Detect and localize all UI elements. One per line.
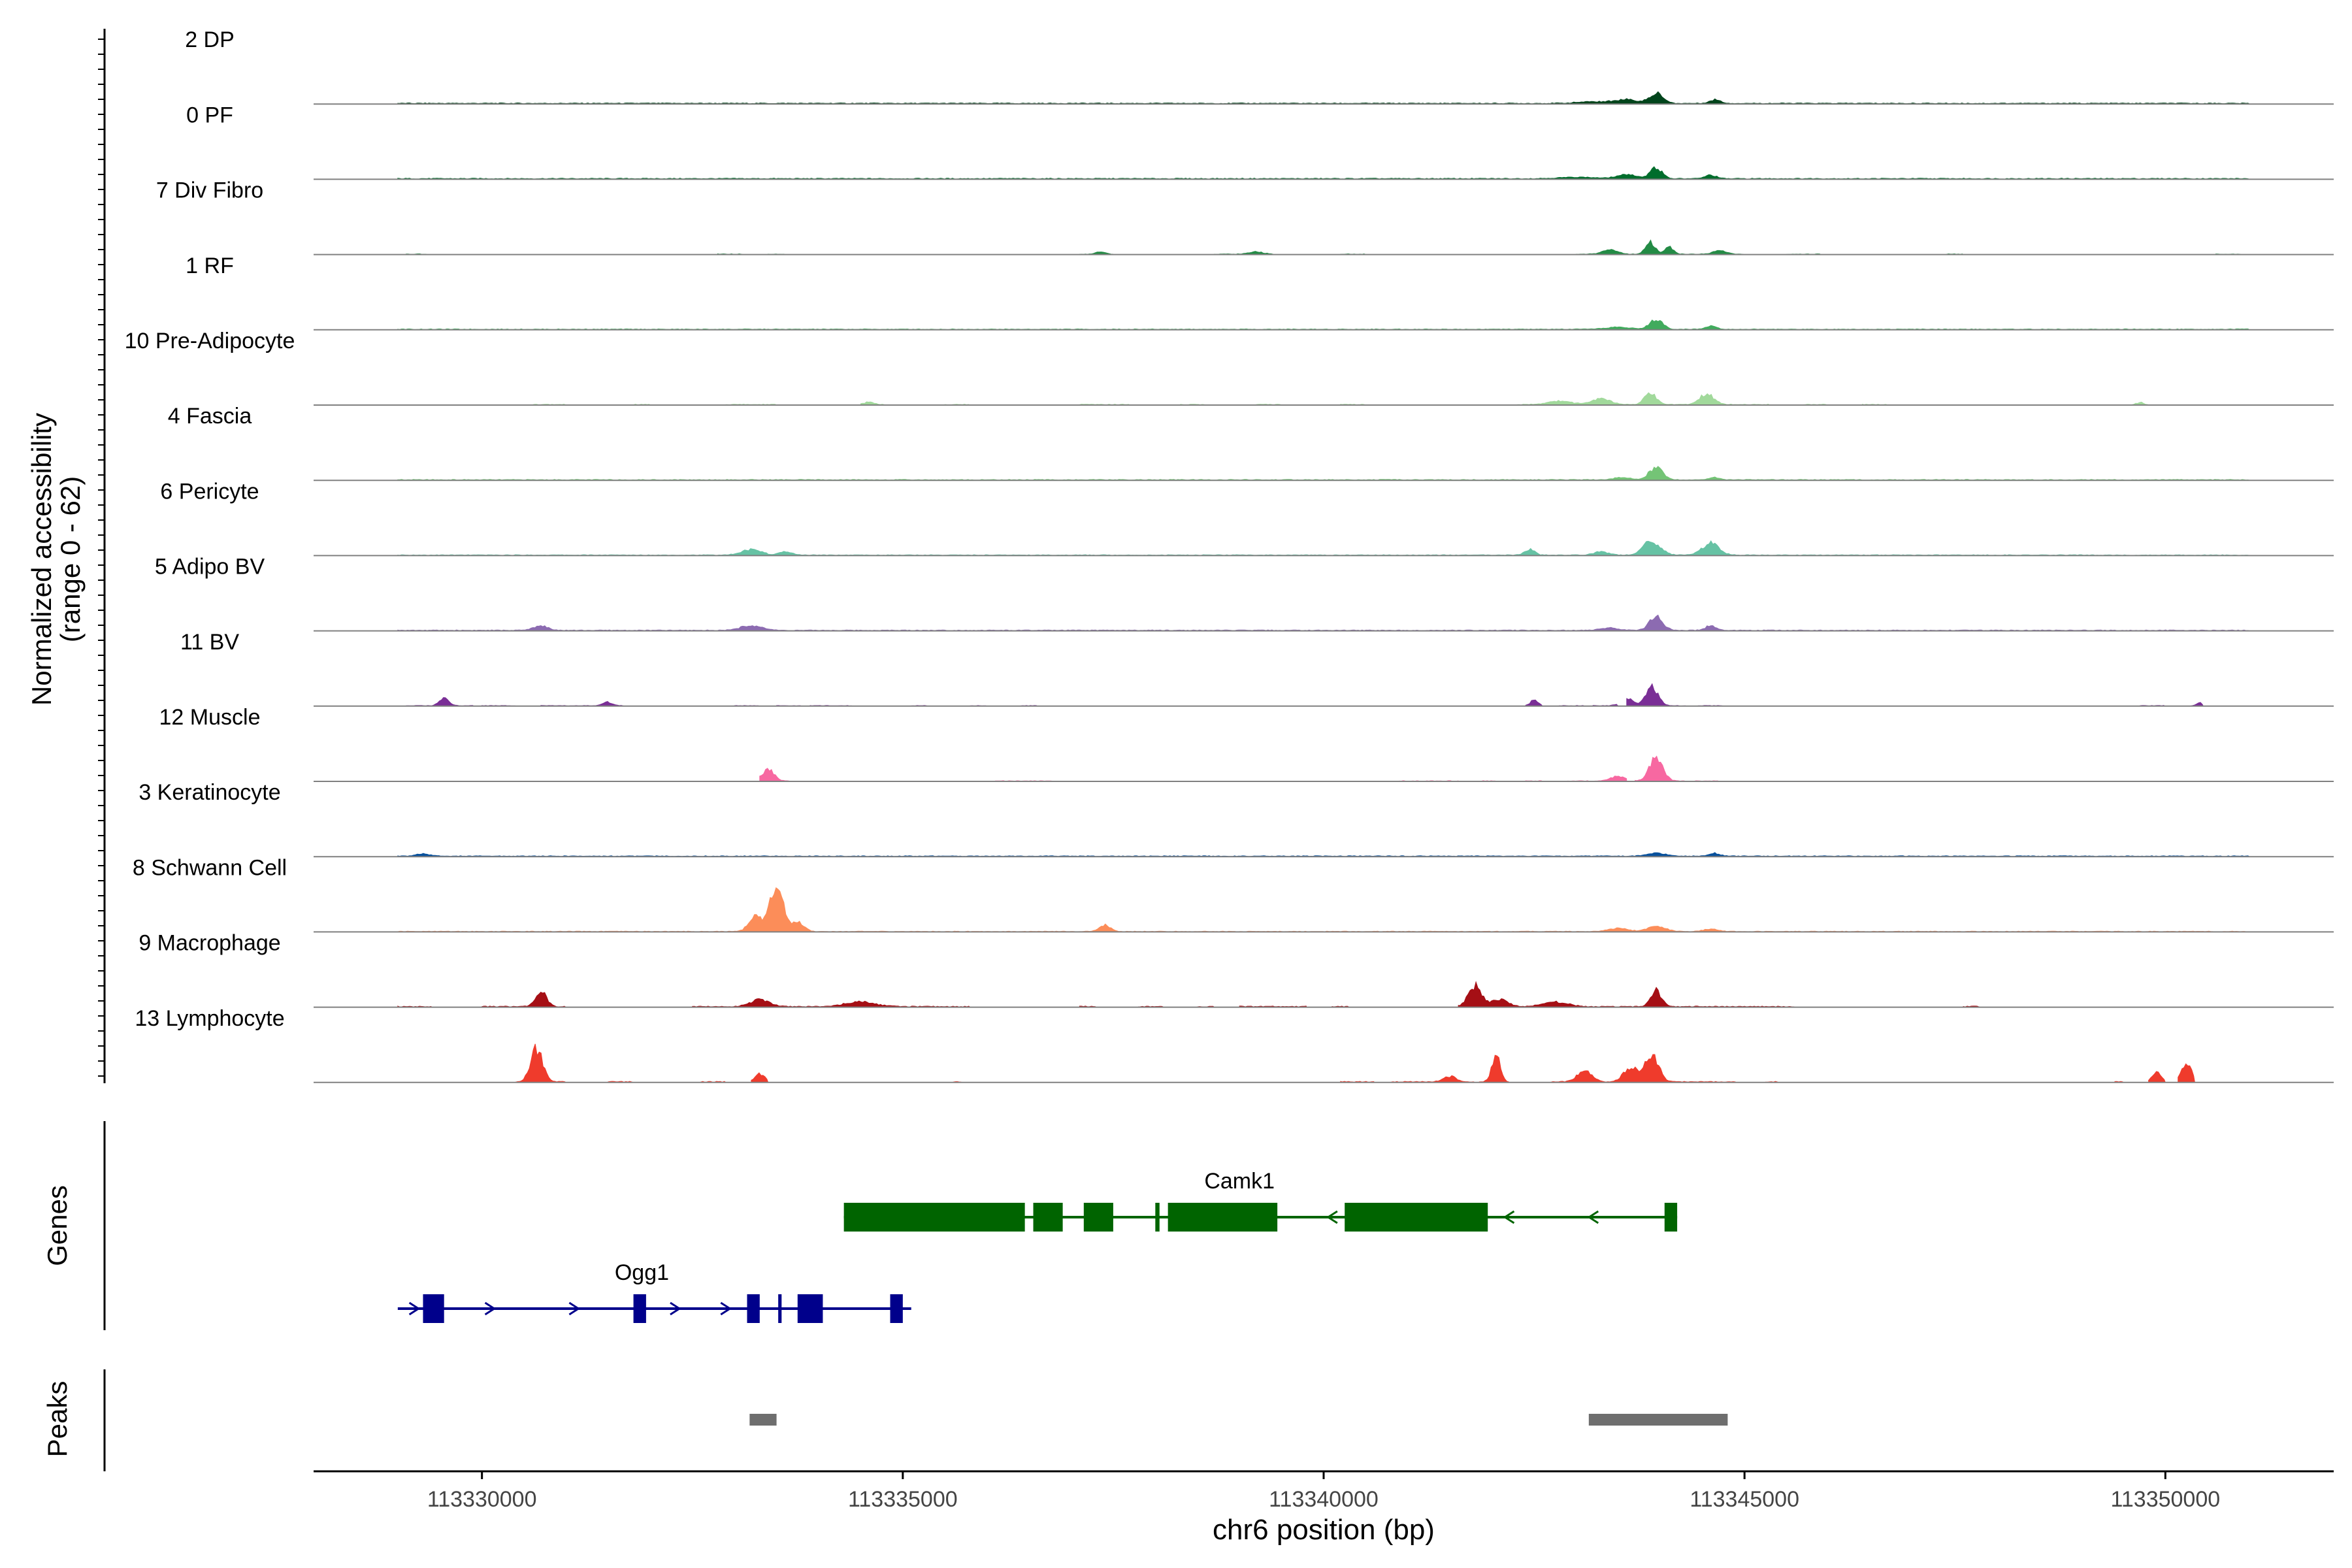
track-label: 1 RF <box>186 253 234 278</box>
track-label: 10 Pre-Adipocyte <box>125 329 295 353</box>
coverage-track: 13 Lymphocyte <box>135 1006 2334 1083</box>
track-label: 4 Fascia <box>168 404 252 429</box>
strand-chevron <box>568 1301 581 1316</box>
gene-exon <box>843 1203 1025 1232</box>
gene-exon <box>633 1294 646 1323</box>
coverage-area <box>397 614 2250 632</box>
strand-chevron <box>408 1301 421 1316</box>
coverage-track: 1 RF <box>186 253 2334 331</box>
coverage-area <box>397 319 2251 331</box>
coverage-area <box>397 540 2250 556</box>
gene-exon <box>747 1294 760 1323</box>
gene-exon <box>1345 1203 1488 1232</box>
track-label: 7 Div Fibro <box>156 178 263 203</box>
gene-exon <box>778 1294 782 1323</box>
genes-panel-label: Genes <box>42 1185 73 1266</box>
gene-model: Ogg1 <box>397 1260 911 1323</box>
coverage-area <box>515 1043 2195 1083</box>
strand-chevron <box>1503 1210 1515 1224</box>
coverage-track: 9 Macrophage <box>139 931 2334 1008</box>
coverage-track: 7 Div Fibro <box>156 178 2334 255</box>
gene-exon <box>1083 1203 1113 1232</box>
coverage-track: 3 Keratinocyte <box>139 780 2334 858</box>
x-axis-label: chr6 position (bp) <box>1213 1514 1435 1546</box>
peak-region <box>1588 1414 1728 1426</box>
coverage-track: 5 Adipo BV <box>155 555 2334 632</box>
gene-exon <box>1155 1203 1160 1232</box>
coverage-track: 12 Muscle <box>159 705 2334 782</box>
track-label: 9 Macrophage <box>139 931 280 956</box>
gene-exon <box>1168 1203 1278 1232</box>
gene-model: Camk1 <box>843 1169 1678 1232</box>
peak-region-track <box>749 1414 1728 1426</box>
coverage-track: 4 Fascia <box>168 404 2334 482</box>
gene-exon <box>890 1294 903 1323</box>
x-axis-ticks: 113330000 113335000 113340000 113345000 1133… <box>427 1471 2220 1512</box>
track-label: 13 Lymphocyte <box>135 1006 284 1031</box>
gene-name-label: Camk1 <box>1204 1169 1275 1194</box>
strand-chevron <box>670 1301 681 1316</box>
track-label: 11 BV <box>180 630 239 655</box>
coverage-track: 10 Pre-Adipocyte <box>125 329 2334 406</box>
strand-chevron <box>1326 1210 1338 1224</box>
y-axis-label-line1: Normalized accessibility <box>26 413 57 706</box>
strand-chevron <box>720 1301 732 1316</box>
coverage-area <box>532 392 2149 406</box>
coverage-track: 6 Pericyte <box>160 479 2334 557</box>
peak-region <box>749 1414 777 1426</box>
track-label: 0 PF <box>186 103 233 127</box>
peaks-panel-label: Peaks <box>42 1381 73 1458</box>
x-tick-label: 113330000 <box>427 1487 537 1512</box>
coverage-area <box>397 981 1981 1008</box>
strand-chevron <box>1587 1210 1599 1224</box>
coverage-track: 2 DP <box>185 27 2334 105</box>
track-label: 12 Muscle <box>159 705 261 730</box>
coverage-area <box>397 166 2250 180</box>
track-label: 3 Keratinocyte <box>139 780 280 805</box>
gene-exon <box>797 1294 823 1323</box>
gene-annotation-track: Camk1 Ogg1 <box>397 1169 1678 1323</box>
x-tick-label: 113335000 <box>848 1487 958 1512</box>
coverage-track: 0 PF <box>186 103 2334 180</box>
coverage-area <box>397 91 2250 105</box>
coverage-area <box>406 683 2204 707</box>
coverage-y-minor-ticks <box>98 39 105 1077</box>
coverage-track: 8 Schwann Cell <box>133 855 2334 933</box>
gene-exon <box>1033 1203 1063 1232</box>
track-label: 2 DP <box>185 27 235 52</box>
gene-name-label: Ogg1 <box>615 1260 669 1285</box>
track-label: 6 Pericyte <box>160 479 259 504</box>
track-label: 5 Adipo BV <box>155 555 265 580</box>
coverage-area <box>406 239 2242 255</box>
coverage-tracks: 2 DP 0 PF 7 Div Fibro 1 RF 10 Pre-Adipocyte 4… <box>125 27 2334 1083</box>
x-tick-label: 113340000 <box>1269 1487 1379 1512</box>
coverage-area <box>397 466 2250 481</box>
gene-exon <box>1664 1203 1678 1232</box>
coverage-area <box>759 755 1720 782</box>
x-tick-label: 113350000 <box>2110 1487 2220 1512</box>
gene-exon <box>423 1294 444 1323</box>
x-tick-label: 113345000 <box>1690 1487 1799 1512</box>
coverage-area <box>397 887 2250 932</box>
track-label: 8 Schwann Cell <box>133 855 287 880</box>
y-axis-label-line2: (range 0 - 62) <box>55 476 86 642</box>
coverage-track: 11 BV <box>180 630 2334 707</box>
strand-chevron <box>484 1301 497 1316</box>
